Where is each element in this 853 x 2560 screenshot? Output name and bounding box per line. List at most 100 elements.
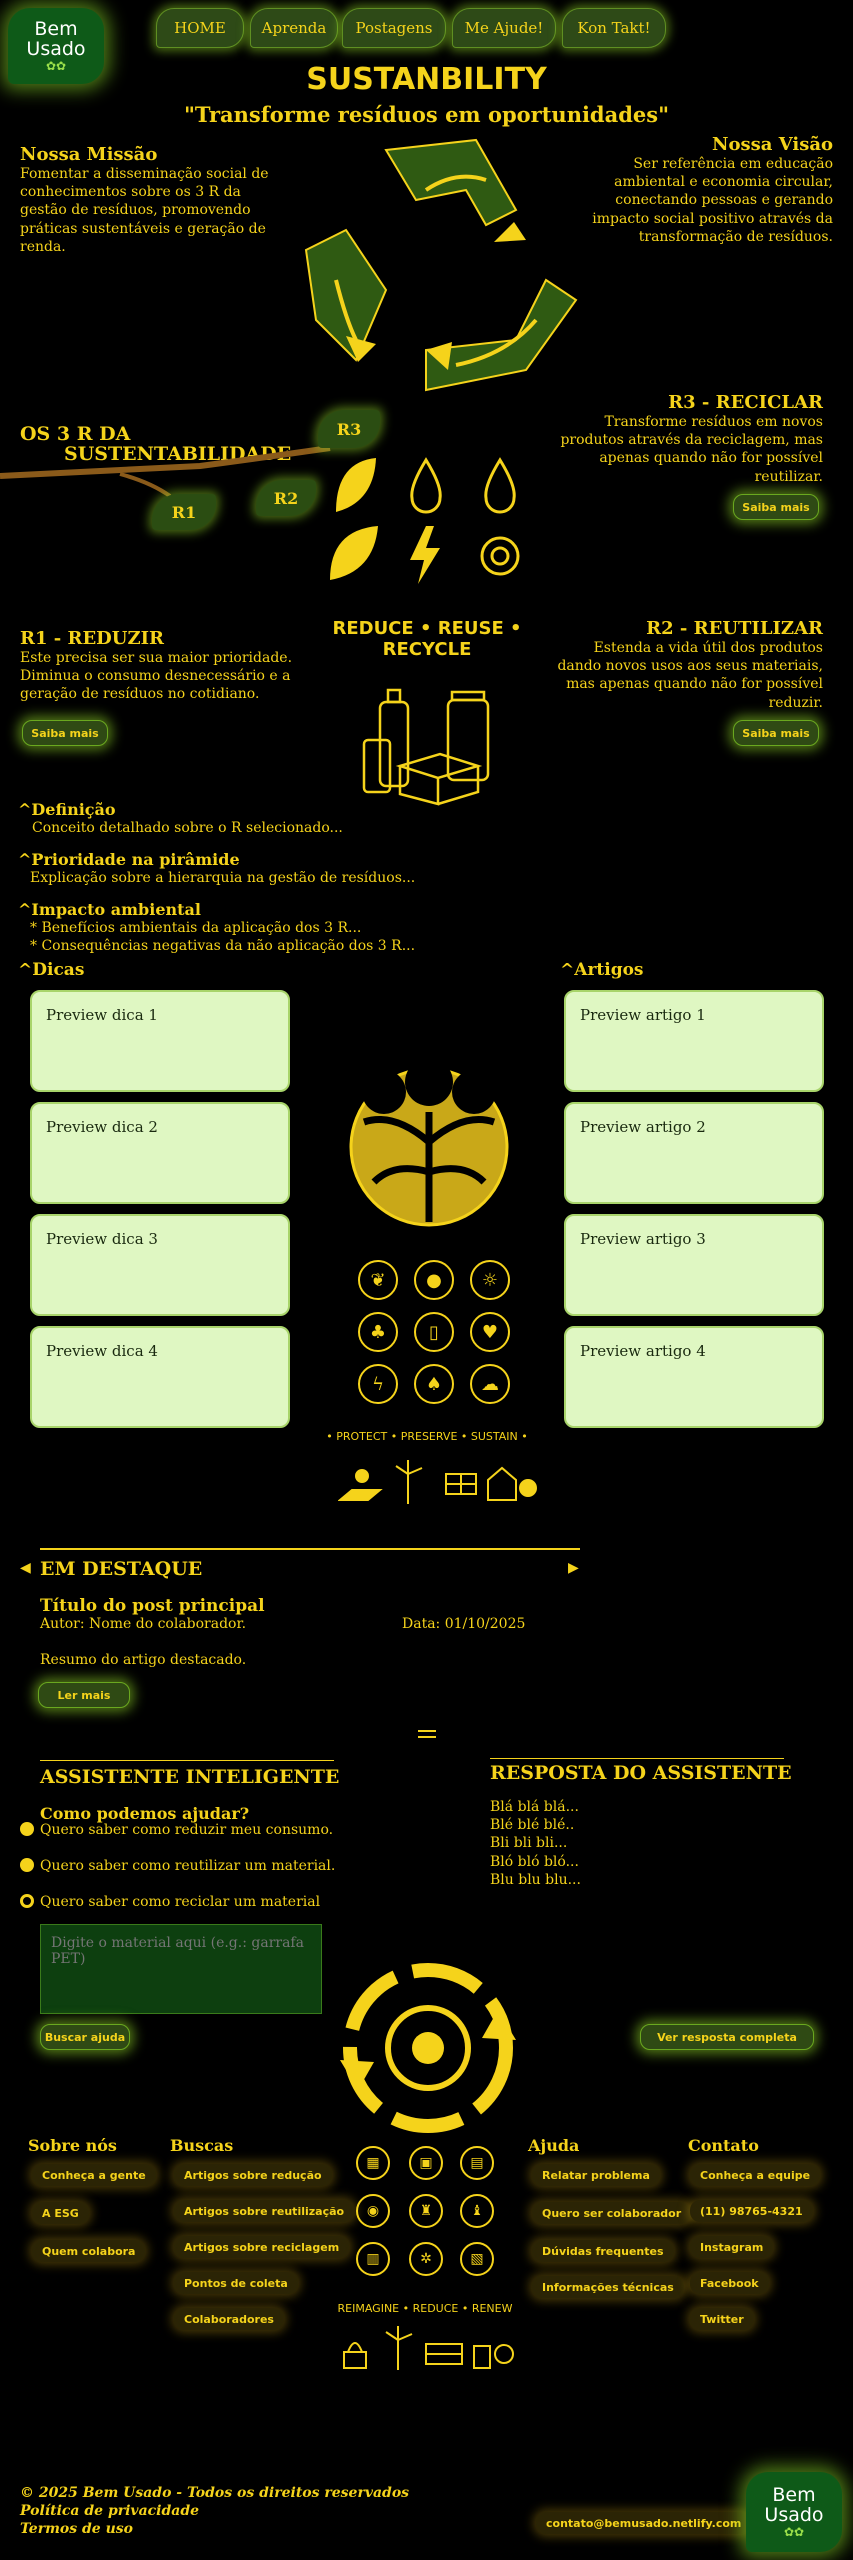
footer-link[interactable]: Artigos sobre redução — [174, 2164, 332, 2186]
search-help-button[interactable]: Buscar ajuda — [40, 2024, 130, 2050]
r2-more-button[interactable]: Saiba mais — [733, 720, 819, 746]
footer-gear-icon: ✲ — [409, 2242, 443, 2276]
r1-block: R1 - REDUZIR Este precisa ser sua maior … — [20, 628, 310, 704]
option-recycle[interactable]: Quero saber como reciclar um material — [20, 1894, 320, 1910]
footer-link[interactable]: Conheça a gente — [32, 2164, 156, 2186]
footer-link[interactable]: A ESG — [32, 2202, 89, 2224]
tip-card[interactable]: Preview dica 4 — [30, 1326, 290, 1428]
copyright-text: © 2025 Bem Usado - Todos os direitos res… — [20, 2485, 410, 2501]
footer-link[interactable]: Pontos de coleta — [174, 2272, 298, 2294]
nav-kontakt[interactable]: Kon Takt! — [562, 8, 666, 48]
footer-contact-title: Contato — [688, 2136, 759, 2155]
tip-card[interactable]: Preview dica 3 — [30, 1214, 290, 1316]
footer-twitter[interactable]: Twitter — [690, 2308, 754, 2330]
article-card[interactable]: Preview artigo 3 — [564, 1214, 824, 1316]
featured-prev-icon[interactable]: ◀ — [20, 1560, 31, 1576]
radio-icon[interactable] — [20, 1858, 34, 1872]
footer-about-title: Sobre nós — [28, 2136, 117, 2155]
detail-line: Conceito detalhado sobre o R selecionado… — [32, 820, 343, 836]
r3-more-button[interactable]: Saiba mais — [733, 494, 819, 520]
privacy-link[interactable]: Política de privacidade — [20, 2503, 200, 2520]
r1-more-button[interactable]: Saiba mais — [22, 720, 108, 746]
vision-title: Nossa Visão — [712, 134, 833, 155]
footer-link[interactable]: Artigos sobre reutilização — [174, 2200, 355, 2222]
material-input[interactable] — [40, 1924, 322, 2014]
detail-impacto[interactable]: ^Impacto ambiental * Benefícios ambienta… — [18, 900, 415, 955]
chevron-up-icon: ^ — [560, 960, 575, 980]
footer-phone[interactable]: (11) 98765-4321 — [690, 2200, 813, 2222]
radio-icon[interactable] — [20, 1822, 34, 1836]
footer-link[interactable]: Relatar problema — [532, 2164, 660, 2186]
nav-home[interactable]: HOME — [156, 8, 244, 48]
r1-text: Este precisa ser sua maior prioridade. D… — [20, 650, 293, 703]
battery-circle-icon: ▯ — [414, 1312, 454, 1352]
page-title: SUSTANBILITY — [306, 62, 547, 97]
response-line: Blé blé blé.. — [490, 1817, 575, 1834]
recyclables-icon — [362, 688, 490, 806]
cloud-circle-icon: ☁ — [470, 1364, 510, 1404]
drop-icon — [410, 457, 442, 514]
radio-selected-icon[interactable] — [20, 1894, 34, 1908]
brand-logo[interactable]: Bem Usado ✿✿ — [8, 8, 104, 84]
sprout-circle-icon: ♠ — [414, 1364, 454, 1404]
footer-box-icon: ▣ — [409, 2146, 443, 2180]
bolt-icon — [410, 526, 440, 584]
option-label: Quero saber como reduzir meu consumo. — [40, 1822, 334, 1838]
featured-divider — [40, 1548, 580, 1550]
chevron-up-icon: ^ — [18, 900, 32, 919]
option-reduce[interactable]: Quero saber como reduzir meu consumo. — [20, 1822, 333, 1838]
hands-circle-icon: ♥ — [470, 1312, 510, 1352]
footer-link[interactable]: Quero ser colaborador — [532, 2202, 692, 2224]
detail-line: * Consequências negativas da não aplicaç… — [30, 938, 416, 955]
brand-line1: Bem — [772, 2483, 816, 2506]
detail-definicao[interactable]: ^Definição Conceito detalhado sobre o R … — [18, 800, 343, 837]
detail-title: Prioridade na pirâmide — [31, 850, 240, 869]
r1-title: R1 - REDUZIR — [20, 628, 164, 649]
response-line: Bli bli bli... — [490, 1835, 568, 1852]
footer-link[interactable]: Informações técnicas — [532, 2276, 684, 2298]
nav-postagens[interactable]: Postagens — [342, 8, 446, 48]
response-line: Blá blá blá... — [490, 1799, 579, 1815]
footer-link[interactable]: Conheça a equipe — [690, 2164, 821, 2186]
leaf-r2[interactable]: R2 — [256, 480, 316, 516]
chevron-up-icon: ^ — [18, 960, 33, 980]
leaf-r3[interactable]: R3 — [318, 410, 380, 448]
full-response-button[interactable]: Ver resposta completa — [640, 2024, 814, 2050]
r2-text: Estenda a vida útil dos produtos dando n… — [557, 640, 823, 711]
option-reuse[interactable]: Quero saber como reutilizar um material. — [20, 1858, 335, 1874]
featured-summary: Resumo do artigo destacado. — [40, 1652, 247, 1668]
featured-post-title[interactable]: Título do post principal — [40, 1596, 265, 1616]
tip-card[interactable]: Preview dica 2 — [30, 1102, 290, 1204]
articles-title[interactable]: ^Artigos — [560, 960, 644, 980]
detail-line: * Benefícios ambientais da aplicação dos… — [30, 920, 362, 936]
terms-link[interactable]: Termos de uso — [20, 2521, 133, 2538]
leaf-icon-2 — [330, 526, 378, 580]
menu-icon[interactable] — [418, 1730, 436, 1738]
footer-email-link[interactable]: contato@bemusado.netlify.com — [536, 2512, 752, 2534]
footer-brand-logo[interactable]: Bem Usado ✿✿ — [746, 2472, 842, 2552]
read-more-button[interactable]: Ler mais — [38, 1682, 130, 1708]
tips-title[interactable]: ^Dicas — [18, 960, 84, 980]
drop-icon-2 — [484, 457, 516, 514]
footer-link[interactable]: Colaboradores — [174, 2308, 284, 2330]
footer-eco-icons — [343, 2326, 514, 2370]
article-card[interactable]: Preview artigo 2 — [564, 1102, 824, 1204]
nav-aprenda[interactable]: Aprenda — [250, 8, 338, 48]
tip-card[interactable]: Preview dica 1 — [30, 990, 290, 1092]
footer-link[interactable]: Dúvidas frequentes — [532, 2240, 674, 2262]
article-card[interactable]: Preview artigo 4 — [564, 1326, 824, 1428]
article-card[interactable]: Preview artigo 1 — [564, 990, 824, 1092]
r2-block: R2 - REUTILIZAR Estenda a vida útil dos … — [553, 618, 823, 712]
leaf-r1[interactable]: R1 — [152, 494, 216, 530]
articles-title-text: Artigos — [574, 960, 644, 980]
footer-instagram[interactable]: Instagram — [690, 2236, 774, 2258]
nav-me-ajude[interactable]: Me Ajude! — [452, 8, 556, 48]
footer-link[interactable]: Quem colabora — [32, 2240, 146, 2262]
footer-link[interactable]: Artigos sobre reciclagem — [174, 2236, 350, 2258]
detail-prioridade[interactable]: ^Prioridade na pirâmide Explicação sobre… — [18, 850, 415, 887]
response-body: Blá blá blá... Blé blé blé.. Bli bli bli… — [490, 1798, 581, 1889]
eco-icons-grid — [330, 457, 520, 584]
featured-next-icon[interactable]: ▶ — [568, 1560, 579, 1576]
footer-facebook[interactable]: Facebook — [690, 2272, 769, 2294]
response-divider — [490, 1758, 784, 1759]
